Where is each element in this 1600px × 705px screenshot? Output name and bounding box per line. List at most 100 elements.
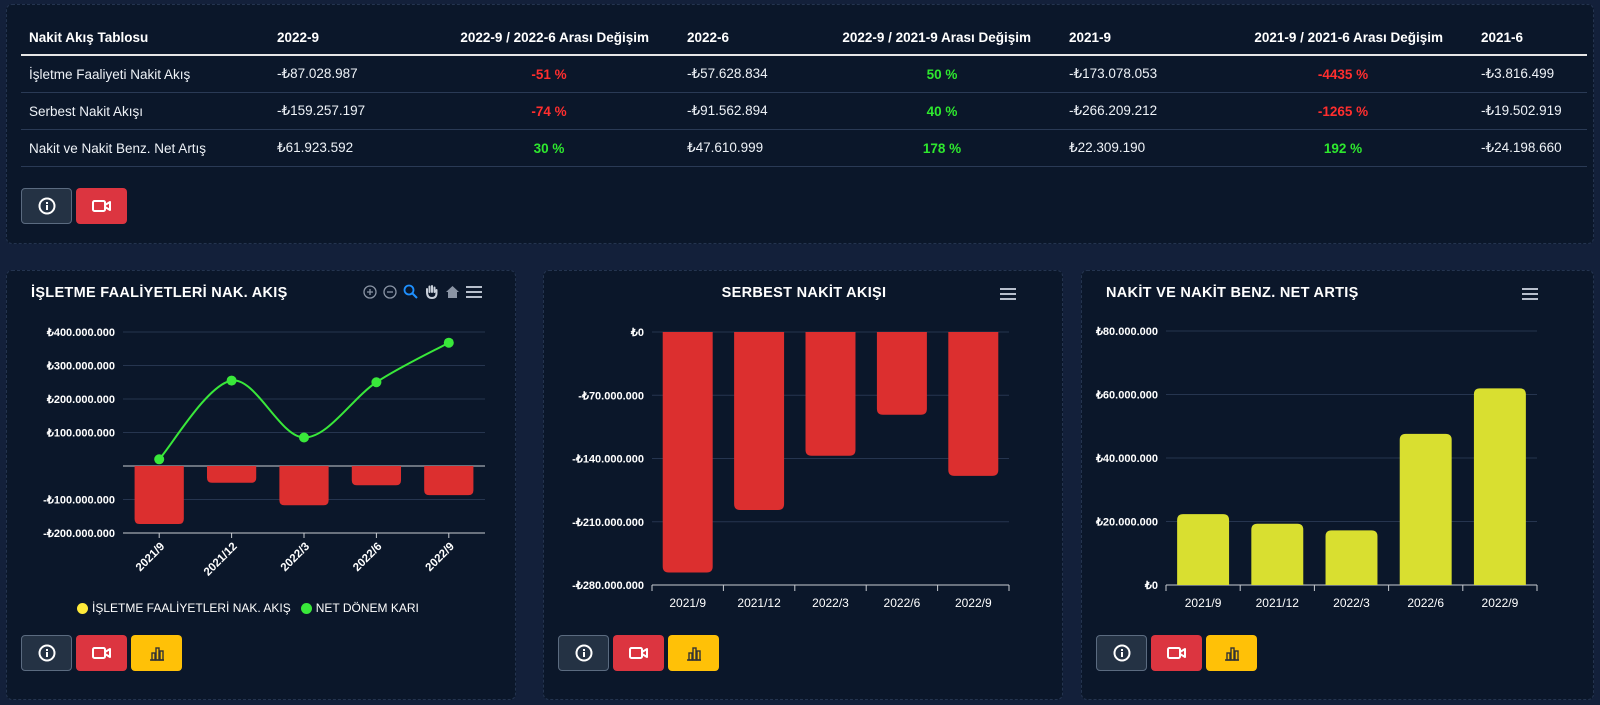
change-cell: 30 % (419, 129, 679, 167)
bar (948, 332, 999, 476)
video-button[interactable] (76, 188, 127, 224)
y-tick-label: ₺0 (1144, 580, 1158, 592)
y-tick-label: ₺100.000.000 (46, 428, 115, 440)
cash-flow-table: Nakit Akış Tablosu 2022-9 2022-9 / 2022-… (21, 21, 1587, 167)
line-point (154, 454, 165, 465)
legend-label: İŞLETME FAALİYETLERİ NAK. AKIŞ (92, 601, 291, 615)
x-tick-label: 2021/9 (134, 541, 167, 574)
change-cell: -51 % (419, 55, 679, 93)
change-cell: 50 % (823, 55, 1061, 93)
chart-action-buttons (558, 635, 719, 671)
info-circle-icon (575, 644, 592, 662)
legend-marker-yellow (77, 603, 88, 615)
y-tick-label: ₺60.000.000 (1095, 390, 1158, 402)
chart-toolbar (363, 284, 482, 299)
legend-item[interactable]: NET DÖNEM KARI (300, 601, 419, 615)
change-cell: -4435 % (1213, 55, 1473, 93)
operating-cash-flow-chart-panel: İŞLETME FAALİYETLERİ NAK. AKIŞ ₺400.000.… (6, 270, 516, 700)
y-tick-label: -₺280.000.000 (572, 580, 644, 592)
legend-item[interactable]: İŞLETME FAALİYETLERİ NAK. AKIŞ (77, 601, 291, 615)
y-tick-label: -₺140.000.000 (572, 454, 644, 466)
x-tick-label: 2022/9 (424, 541, 457, 574)
chart-action-buttons (21, 635, 182, 671)
y-tick-label: ₺300.000.000 (46, 361, 115, 373)
line-point (299, 432, 309, 443)
info-button[interactable] (1096, 635, 1147, 671)
x-tick-label: 2021/12 (737, 596, 781, 610)
menu-icon[interactable] (1000, 288, 1016, 300)
video-camera-icon (91, 200, 111, 212)
y-tick-label: -₺100.000.000 (43, 495, 115, 507)
line-point (226, 375, 237, 386)
line-point (371, 377, 382, 388)
table-cell: -₺91.562.894 (679, 92, 823, 130)
change-cell: 178 % (823, 129, 1061, 167)
table-cell: ₺61.923.592 (269, 129, 419, 167)
y-tick-label: -₺70.000.000 (578, 390, 644, 402)
table-cell: -₺159.257.197 (269, 92, 419, 130)
video-button[interactable] (613, 635, 664, 671)
y-tick-label: ₺80.000.000 (1095, 326, 1158, 338)
table-cell: -₺19.502.919 (1473, 92, 1587, 130)
net-cash-increase-chart: ₺80.000.000 ₺60.000.000 ₺40.000.000 ₺20.000… (1095, 326, 1538, 610)
change-cell: 192 % (1213, 129, 1473, 167)
bar (1399, 433, 1452, 585)
table-row: Serbest Nakit Akışı -₺159.257.197 -74 % … (21, 92, 1587, 130)
y-tick-label: ₺20.000.000 (1095, 517, 1158, 529)
bar-chart-icon (1224, 647, 1239, 661)
info-circle-icon (1113, 644, 1130, 662)
table-cell: -₺173.078.053 (1061, 55, 1213, 93)
x-tick-label: 2021/9 (1185, 596, 1222, 610)
bar (1325, 530, 1378, 585)
net-cash-increase-chart-panel: NAKİT VE NAKİT BENZ. NET ARTIŞ ₺80.000.0… (1081, 270, 1594, 700)
column-header: 2022-9 / 2022-6 Arası Değişim (419, 21, 679, 56)
bar-chart-icon (686, 647, 701, 661)
free-cash-flow-chart-panel: SERBEST NAKİT AKIŞI ₺0 -₺70.000.000 -₺140.… (543, 270, 1063, 700)
bar-chart-icon (149, 647, 164, 661)
video-button[interactable] (1151, 635, 1202, 671)
bar (1177, 514, 1230, 585)
info-button[interactable] (558, 635, 609, 671)
row-label: Nakit ve Nakit Benz. Net Artış (21, 129, 269, 167)
home-icon[interactable] (445, 285, 460, 299)
table-cell: -₺87.028.987 (269, 55, 419, 93)
chart-title: SERBEST NAKİT AKIŞI (721, 285, 887, 301)
legend-marker-green (300, 603, 312, 615)
magnifier-icon[interactable] (403, 284, 418, 299)
table-header-row: Nakit Akış Tablosu 2022-9 2022-9 / 2022-… (21, 21, 1587, 56)
table-row: Nakit ve Nakit Benz. Net Artış ₺61.923.5… (21, 129, 1587, 167)
menu-icon[interactable] (466, 285, 482, 298)
bar (1251, 523, 1304, 585)
chart-title: NAKİT VE NAKİT BENZ. NET ARTIŞ (1106, 285, 1359, 301)
info-button[interactable] (21, 188, 72, 224)
pan-hand-icon[interactable] (424, 284, 439, 299)
video-camera-icon (1166, 647, 1186, 659)
bar (279, 466, 329, 506)
y-tick-label: ₺40.000.000 (1095, 453, 1158, 465)
x-tick-label: 2022/3 (812, 596, 849, 610)
column-header: 2022-9 (269, 21, 419, 56)
table-cell: -₺266.209.212 (1061, 92, 1213, 130)
info-button[interactable] (21, 635, 72, 671)
column-header: 2021-9 / 2021-6 Arası Değişim (1213, 21, 1473, 56)
menu-icon[interactable] (1522, 288, 1538, 300)
zoom-out-icon[interactable] (383, 284, 397, 299)
video-camera-icon (91, 647, 111, 659)
zoom-in-icon[interactable] (363, 284, 377, 299)
table-action-buttons (21, 188, 127, 224)
x-tick-label: 2022/9 (955, 596, 992, 610)
video-button[interactable] (76, 635, 127, 671)
change-cell: 40 % (823, 92, 1061, 130)
x-tick-label: 2022/6 (1407, 596, 1444, 610)
chart-type-button[interactable] (1206, 635, 1257, 671)
bar (876, 332, 927, 415)
operating-cash-flow-chart: ₺400.000.000 ₺300.000.000 ₺200.000.000 ₺100… (43, 327, 485, 579)
column-header: 2022-6 (679, 21, 823, 56)
table-cell: ₺47.610.999 (679, 129, 823, 167)
x-tick-label: 2022/9 (1482, 596, 1519, 610)
video-camera-icon (628, 647, 648, 659)
chart-type-button[interactable] (668, 635, 719, 671)
info-circle-icon (38, 197, 55, 215)
chart-type-button[interactable] (131, 635, 182, 671)
y-tick-label: -₺200.000.000 (43, 528, 115, 540)
